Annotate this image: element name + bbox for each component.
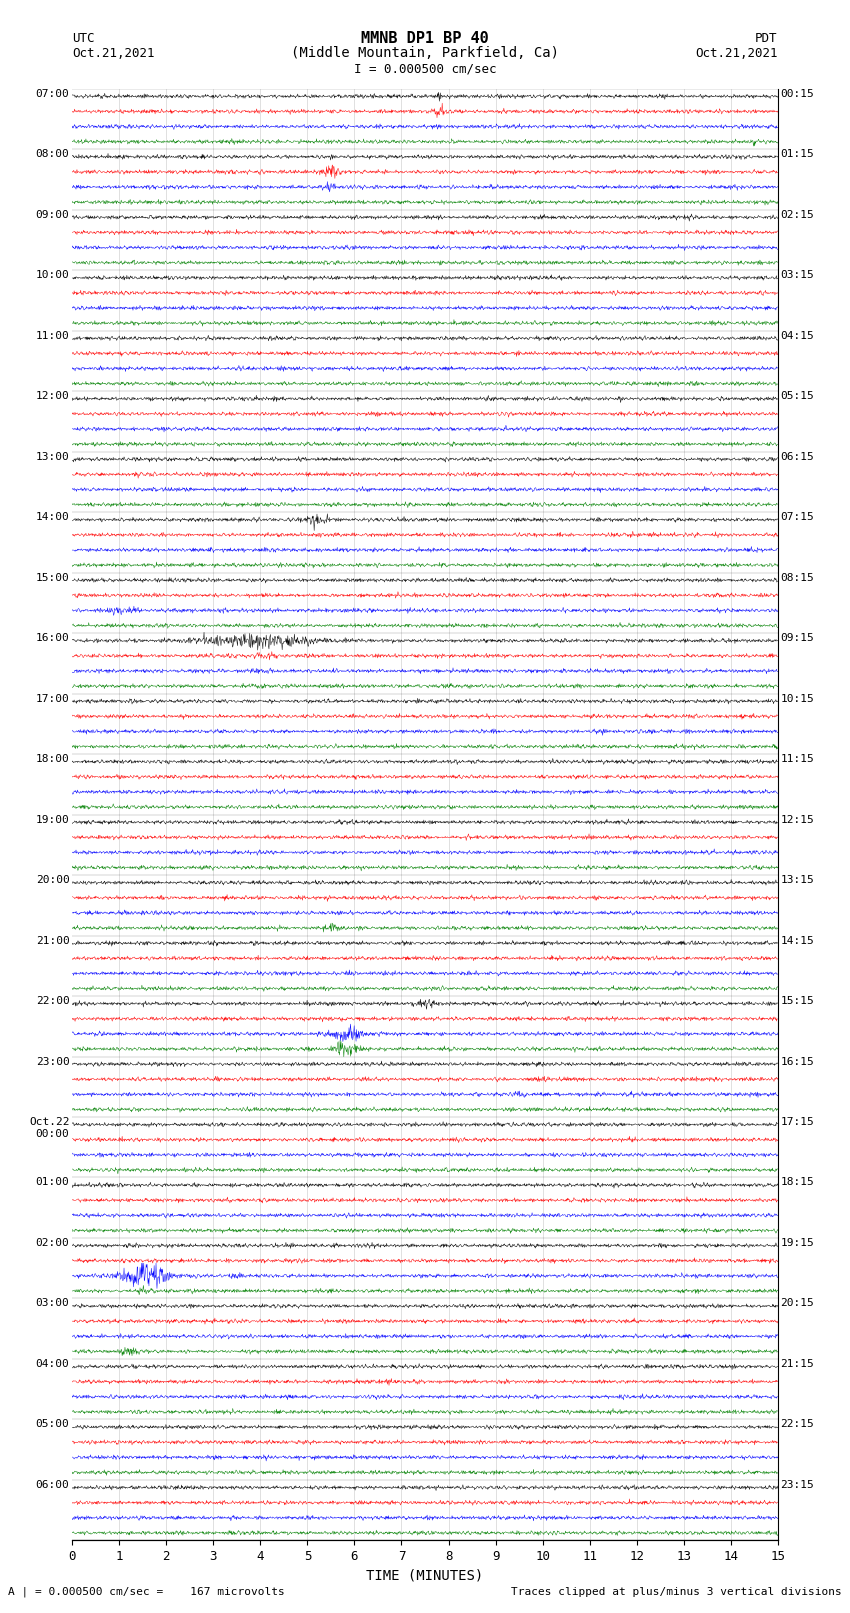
- Text: (Middle Mountain, Parkfield, Ca): (Middle Mountain, Parkfield, Ca): [291, 47, 559, 60]
- Text: Oct.21,2021: Oct.21,2021: [695, 47, 778, 60]
- Text: UTC: UTC: [72, 32, 94, 45]
- Text: I = 0.000500 cm/sec: I = 0.000500 cm/sec: [354, 63, 496, 76]
- Text: A | = 0.000500 cm/sec =    167 microvolts: A | = 0.000500 cm/sec = 167 microvolts: [8, 1587, 286, 1597]
- Text: Oct.21,2021: Oct.21,2021: [72, 47, 155, 60]
- Text: PDT: PDT: [756, 32, 778, 45]
- Text: MMNB DP1 BP 40: MMNB DP1 BP 40: [361, 31, 489, 47]
- X-axis label: TIME (MINUTES): TIME (MINUTES): [366, 1569, 484, 1582]
- Text: Traces clipped at plus/minus 3 vertical divisions: Traces clipped at plus/minus 3 vertical …: [511, 1587, 842, 1597]
